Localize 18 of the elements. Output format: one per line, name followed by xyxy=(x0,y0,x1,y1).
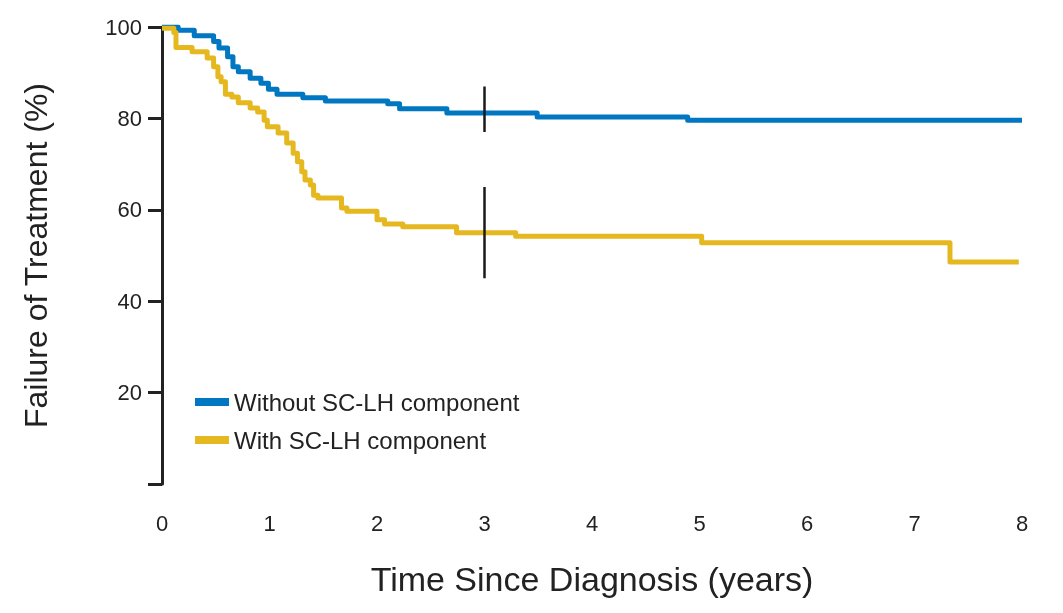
y-axis-title: Failure of Treatment (%) xyxy=(18,83,54,428)
y-tick-label: 60 xyxy=(117,197,142,223)
y-tick-label: 80 xyxy=(117,105,142,131)
x-tick-label: 7 xyxy=(908,510,921,536)
x-axis-title: Time Since Diagnosis (years) xyxy=(370,560,814,598)
x-tick-label: 5 xyxy=(693,510,706,536)
legend-label: With SC-LH component xyxy=(234,426,487,454)
x-tick-label: 1 xyxy=(263,510,276,536)
x-tick-label: 6 xyxy=(800,510,814,536)
y-tick-label: 40 xyxy=(117,288,142,314)
x-tick-label: 3 xyxy=(478,510,491,536)
legend-label: Without SC-LH component xyxy=(234,388,520,416)
x-tick-label: 2 xyxy=(370,510,384,536)
x-tick-label: 8 xyxy=(1015,510,1029,536)
x-tick-label: 0 xyxy=(155,510,169,536)
y-tick-label: 20 xyxy=(117,380,142,406)
y-tick-label: 100 xyxy=(105,14,142,40)
x-tick-label: 4 xyxy=(585,510,599,536)
